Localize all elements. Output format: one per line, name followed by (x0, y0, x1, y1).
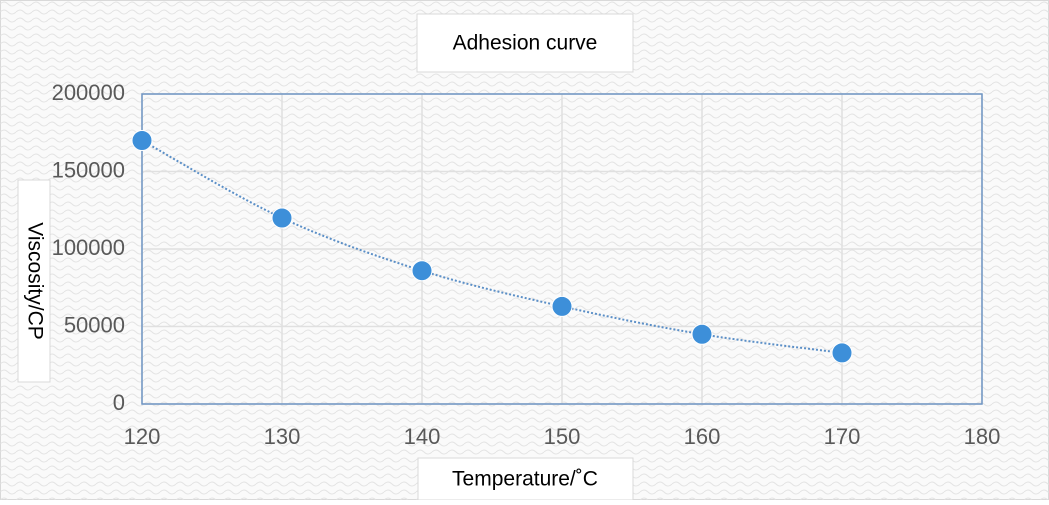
y-tick-label: 150000 (52, 157, 125, 182)
x-tick-label: 160 (684, 424, 721, 449)
x-tick-label: 140 (404, 424, 441, 449)
title-box (416, 13, 634, 73)
x-title-box (417, 457, 634, 501)
y-title-box (17, 179, 51, 383)
x-tick-label: 130 (264, 424, 301, 449)
x-tick-label: 180 (964, 424, 1001, 449)
y-tick-label: 100000 (52, 235, 125, 260)
y-axis-title: Viscosity/CP (23, 222, 46, 339)
y-tick-label: 0 (113, 390, 125, 415)
data-point (551, 295, 573, 317)
x-tick-label: 170 (824, 424, 861, 449)
data-point (411, 260, 433, 282)
x-tick-label: 120 (124, 424, 161, 449)
data-point (831, 342, 853, 364)
data-point (691, 323, 713, 345)
x-tick-label: 150 (544, 424, 581, 449)
y-tick-label: 50000 (64, 312, 125, 337)
chart-title: Adhesion curve (453, 32, 598, 55)
y-tick-label: 200000 (52, 80, 125, 105)
data-point (131, 130, 153, 151)
trend-line (141, 139, 843, 354)
data-point (271, 207, 293, 229)
plot-area (141, 93, 983, 405)
x-axis-title: Temperature/˚C (452, 468, 598, 491)
